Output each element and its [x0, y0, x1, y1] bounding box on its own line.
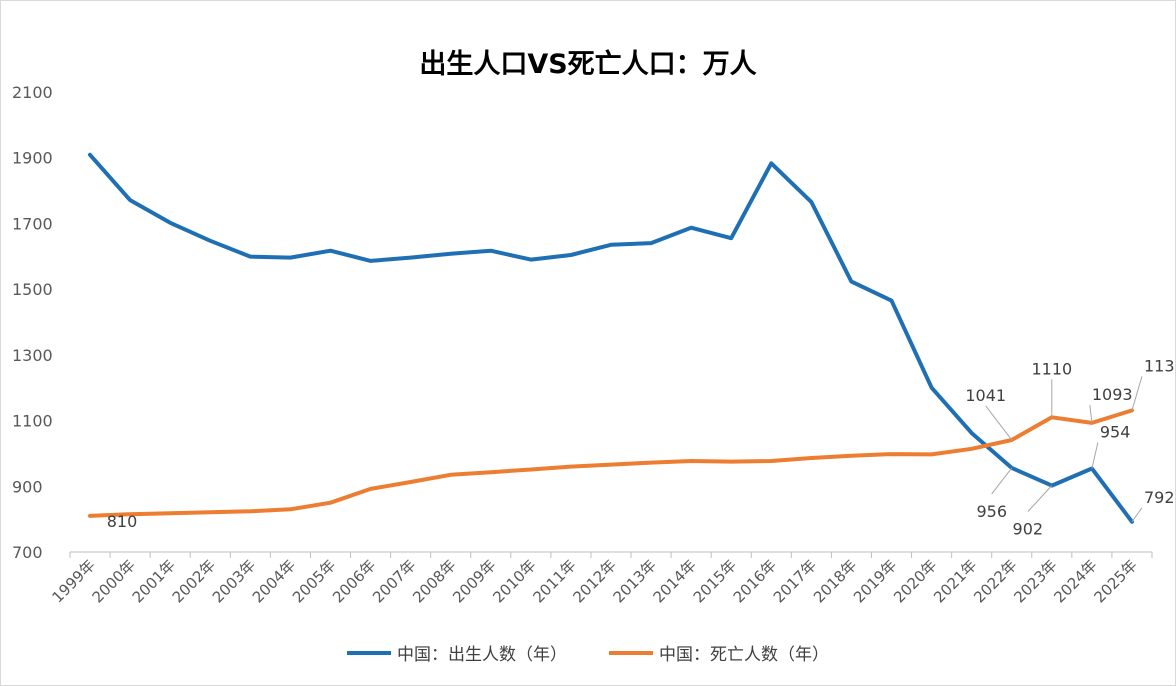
- x-tick-label: 2012年: [569, 556, 619, 606]
- x-tick-label: 2002年: [169, 556, 219, 606]
- x-tick-label: 2014年: [650, 556, 700, 606]
- x-tick-label: 2000年: [89, 556, 139, 606]
- chart-legend: 中国：出生人数（年） 中国：死亡人数（年）: [0, 640, 1176, 665]
- x-tick-label: 2016年: [730, 556, 780, 606]
- y-tick-label: 900: [12, 477, 43, 496]
- chart-title: 出生人口VS死亡人口：万人: [419, 49, 757, 80]
- x-tick-label: 2010年: [489, 556, 539, 606]
- data-label: 792: [1144, 488, 1175, 507]
- legend-item-births: 中国：出生人数（年）: [347, 640, 567, 665]
- x-tick-label: 2006年: [329, 556, 379, 606]
- legend-label-deaths: 中国：死亡人数（年）: [659, 645, 829, 665]
- y-tick-label: 1100: [12, 412, 53, 431]
- x-tick-label: 2001年: [129, 556, 179, 606]
- x-tick-label: 2023年: [1010, 556, 1060, 606]
- x-tick-label: 2025年: [1090, 556, 1140, 606]
- x-tick-label: 2019年: [850, 556, 900, 606]
- data-label-leader: [1131, 507, 1143, 523]
- data-label-leader: [1027, 485, 1053, 512]
- births-series-line: [88, 152, 1134, 524]
- x-tick-label: 2018年: [810, 556, 860, 606]
- x-tick-label: 2009年: [449, 556, 499, 606]
- x-tick-label: 2005年: [289, 556, 339, 606]
- data-label: 1093: [1092, 385, 1133, 404]
- y-tick-label: 2100: [12, 83, 53, 102]
- y-tick-label: 1500: [12, 280, 53, 299]
- x-tick-label: 1999年: [49, 556, 99, 606]
- y-tick-label: 1700: [12, 214, 53, 233]
- data-label: 1110: [1031, 359, 1072, 378]
- y-tick-label: 1900: [12, 149, 53, 168]
- x-tick-label: 2004年: [249, 556, 299, 606]
- data-label-leader: [991, 467, 1013, 495]
- x-tick-label: 2020年: [890, 556, 940, 606]
- deaths-series-line: [88, 408, 1134, 518]
- x-tick-label: 2008年: [409, 556, 459, 606]
- data-label-leader: [985, 405, 1013, 441]
- y-tick-label: 1300: [12, 346, 53, 365]
- legend-item-deaths: 中国：死亡人数（年）: [609, 640, 829, 665]
- legend-swatch-deaths: [609, 650, 653, 655]
- legend-label-births: 中国：出生人数（年）: [397, 645, 567, 665]
- x-tick-label: 2021年: [930, 556, 980, 606]
- data-label: 1131: [1144, 356, 1176, 375]
- data-label-leader: [1089, 404, 1093, 423]
- x-tick-label: 2007年: [369, 556, 419, 606]
- data-label: 810: [107, 512, 138, 531]
- x-tick-label: 2003年: [209, 556, 259, 606]
- x-tick-label: 2017年: [770, 556, 820, 606]
- x-tick-label: 2013年: [610, 556, 660, 606]
- data-label-leader: [1131, 376, 1143, 411]
- data-label-leader: [1091, 442, 1099, 469]
- data-label: 1041: [965, 386, 1006, 405]
- y-tick-label: 700: [12, 543, 43, 562]
- legend-swatch-births: [347, 650, 391, 655]
- data-label: 902: [1013, 520, 1044, 539]
- x-tick-label: 2022年: [970, 556, 1020, 606]
- x-tick-label: 2024年: [1050, 556, 1100, 606]
- data-label: 954: [1100, 423, 1131, 442]
- x-tick-label: 2015年: [690, 556, 740, 606]
- x-tick-label: 2011年: [529, 556, 579, 606]
- data-label: 956: [976, 502, 1007, 521]
